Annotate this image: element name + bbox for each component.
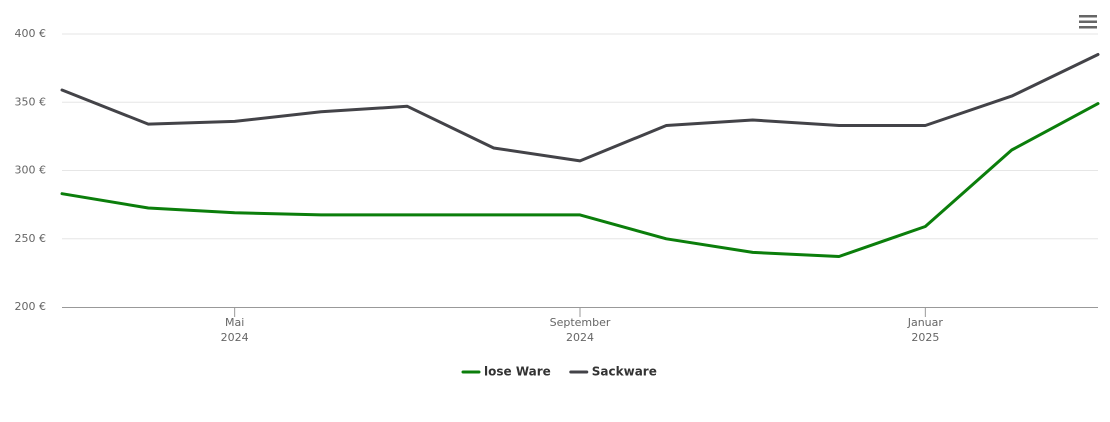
legend: lose Ware Sackware <box>461 365 657 379</box>
y-tick-label: 200 € <box>15 300 47 313</box>
y-tick-label: 350 € <box>15 95 47 108</box>
legend-label: Sackware <box>592 365 657 379</box>
y-tick-label: 250 € <box>15 232 47 245</box>
legend-label: lose Ware <box>484 365 551 379</box>
x-tick-label: Januar <box>907 316 944 329</box>
legend-item[interactable]: Sackware <box>569 365 657 379</box>
series-line <box>60 102 1100 258</box>
legend-item[interactable]: lose Ware <box>461 365 551 379</box>
series-line <box>60 53 1100 163</box>
x-tick-label: Mai <box>225 316 244 329</box>
y-tick-label: 400 € <box>15 27 47 40</box>
y-tick-label: 300 € <box>15 164 47 177</box>
x-tick-label: 2024 <box>566 331 594 344</box>
menu-button[interactable] <box>1079 15 1097 29</box>
menu-bar <box>1079 20 1097 23</box>
x-tick-label: 2025 <box>911 331 939 344</box>
menu-bar <box>1079 26 1097 29</box>
x-tick-label: 2024 <box>221 331 249 344</box>
menu-bar <box>1079 15 1097 18</box>
x-tick-label: September <box>550 316 611 329</box>
